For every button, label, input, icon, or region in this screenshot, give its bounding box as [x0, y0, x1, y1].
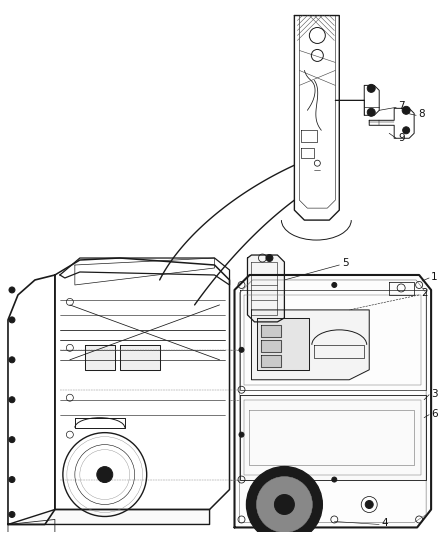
Circle shape	[9, 357, 15, 363]
Polygon shape	[240, 395, 426, 480]
Text: 8: 8	[418, 109, 425, 119]
Polygon shape	[251, 310, 369, 380]
Circle shape	[9, 477, 15, 482]
Circle shape	[239, 348, 244, 352]
Text: 9: 9	[398, 133, 405, 143]
Circle shape	[275, 495, 294, 514]
Polygon shape	[234, 275, 431, 528]
Circle shape	[402, 106, 410, 114]
Circle shape	[9, 397, 15, 403]
Circle shape	[9, 437, 15, 442]
Text: 4: 4	[381, 519, 388, 528]
Text: 7: 7	[398, 101, 405, 111]
Text: 1: 1	[431, 272, 438, 282]
Circle shape	[365, 500, 373, 508]
Polygon shape	[258, 318, 309, 370]
Text: 6: 6	[431, 409, 438, 419]
Polygon shape	[261, 355, 281, 367]
Polygon shape	[8, 510, 209, 524]
Circle shape	[332, 282, 337, 287]
Circle shape	[247, 466, 322, 533]
Circle shape	[9, 512, 15, 518]
Circle shape	[367, 84, 375, 92]
Circle shape	[9, 317, 15, 323]
Text: 2: 2	[421, 288, 428, 298]
Text: 3: 3	[431, 389, 438, 399]
Polygon shape	[120, 345, 160, 370]
Circle shape	[332, 477, 337, 482]
Circle shape	[257, 477, 312, 532]
Text: 5: 5	[342, 258, 349, 268]
Circle shape	[367, 108, 375, 116]
Polygon shape	[85, 345, 115, 370]
Circle shape	[9, 287, 15, 293]
Circle shape	[403, 127, 410, 134]
Circle shape	[239, 432, 244, 437]
Polygon shape	[247, 255, 284, 322]
Polygon shape	[261, 325, 281, 337]
Circle shape	[97, 466, 113, 482]
Circle shape	[266, 255, 273, 262]
Polygon shape	[261, 340, 281, 352]
